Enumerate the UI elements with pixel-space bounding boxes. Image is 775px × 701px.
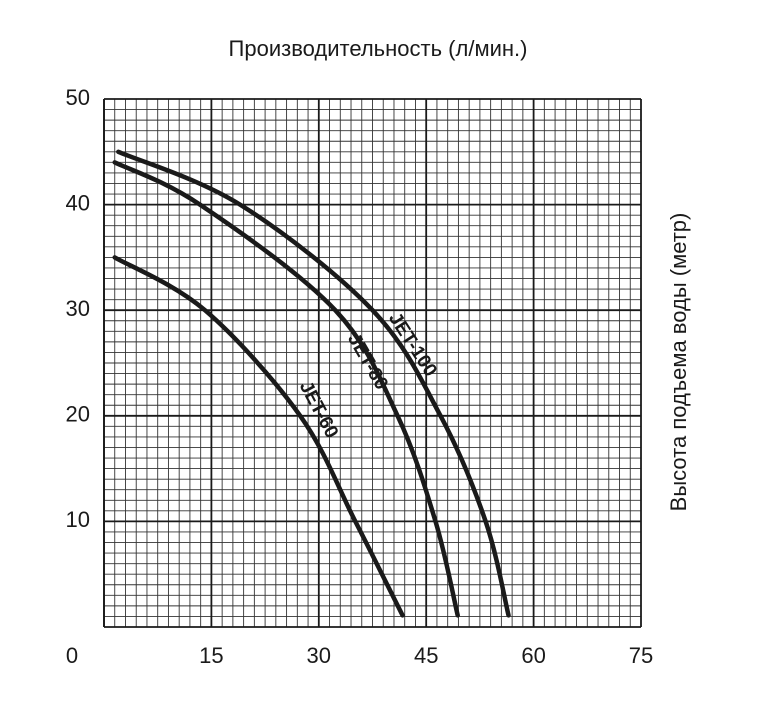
chart-title: Производительность (л/мин.) [229,36,528,61]
y-tick-label: 40 [66,190,90,215]
x-tick-label: 15 [199,643,223,668]
curve [112,255,405,618]
curve-label: JET-100 [384,309,441,381]
y-axis-label: Высота подъема воды (метр) [666,213,691,512]
curve [112,160,460,618]
x-tick-label: 75 [629,643,653,668]
y-tick-label: 20 [66,402,90,427]
x-tick-label: 60 [521,643,545,668]
y-tick-label: 10 [66,507,90,532]
y-tick-label: 50 [66,85,90,110]
x-tick-label: 45 [414,643,438,668]
x-tick-label: 30 [307,643,331,668]
y-tick-label: 30 [66,296,90,321]
curve [116,149,511,618]
x-tick-label: 0 [66,643,78,668]
